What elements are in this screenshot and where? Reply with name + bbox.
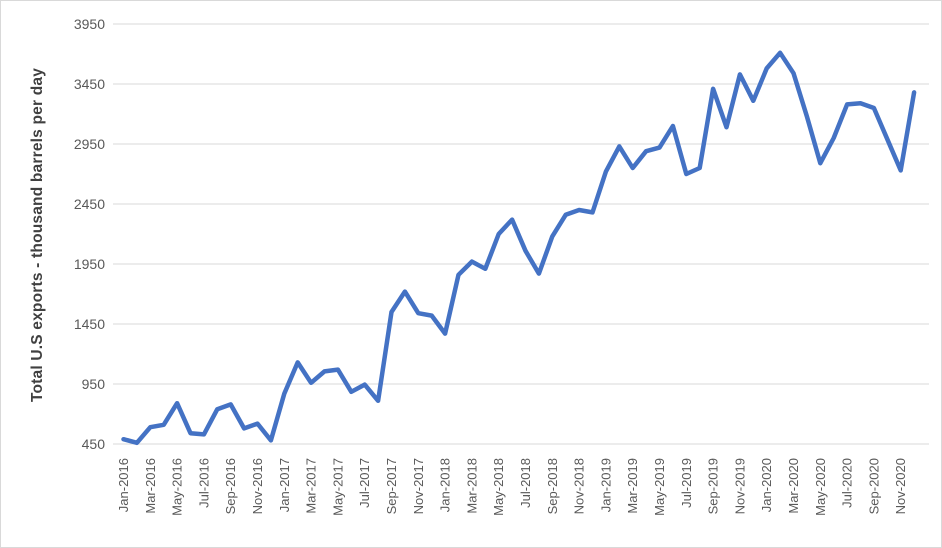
- y-tick-label: 2950: [74, 136, 105, 152]
- x-tick-label: Jan-2016: [116, 458, 131, 512]
- x-tick-label: Mar-2020: [786, 458, 801, 514]
- x-tick-label: Mar-2017: [304, 458, 319, 514]
- x-tick-label: Mar-2016: [143, 458, 158, 514]
- x-tick-label: Jul-2020: [840, 458, 855, 508]
- x-tick-label: May-2017: [330, 458, 345, 516]
- x-tick-label: May-2018: [491, 458, 506, 516]
- y-axis-title: Total U.S exports - thousand barrels per…: [29, 67, 46, 403]
- x-tick-label: Jul-2019: [679, 458, 694, 508]
- x-tick-label: May-2020: [813, 458, 828, 516]
- x-tick-label: Jul-2018: [518, 458, 533, 508]
- y-tick-label: 1950: [74, 256, 105, 272]
- x-tick-labels: Jan-2016 Mar-2016 May-2016 Jul-2016 Sep-2016…: [116, 458, 908, 516]
- y-tick-label: 2450: [74, 196, 105, 212]
- x-tick-label: Sep-2018: [545, 458, 560, 514]
- gridlines-group: [113, 23, 929, 445]
- y-tick-label: 1450: [74, 316, 105, 332]
- x-tick-label: Jan-2019: [598, 458, 613, 512]
- x-tick-label: Mar-2018: [464, 458, 479, 514]
- y-tick-labels: 450 950 1450 1950 2450 2950 3450 3950: [74, 16, 105, 452]
- x-tick-label: Nov-2017: [411, 458, 426, 514]
- x-tick-label: Sep-2020: [866, 458, 881, 514]
- x-tick-label: Sep-2017: [384, 458, 399, 514]
- x-tick-label: Sep-2019: [706, 458, 721, 514]
- x-tick-label: Jul-2016: [196, 458, 211, 508]
- y-tick-label: 3950: [74, 16, 105, 32]
- y-tick-label: 450: [82, 436, 106, 452]
- x-tick-label: Nov-2020: [893, 458, 908, 514]
- x-tick-label: Jan-2020: [759, 458, 774, 512]
- x-tick-label: Nov-2016: [250, 458, 265, 514]
- x-tick-label: Nov-2019: [732, 458, 747, 514]
- x-tick-label: Nov-2018: [572, 458, 587, 514]
- y-tick-label: 3450: [74, 76, 105, 92]
- x-tick-label: Mar-2019: [625, 458, 640, 514]
- x-tick-label: Jan-2017: [277, 458, 292, 512]
- x-tick-label: May-2019: [652, 458, 667, 516]
- x-tick-label: Sep-2016: [223, 458, 238, 514]
- x-tick-label: Jul-2017: [357, 458, 372, 508]
- y-tick-label: 950: [82, 376, 106, 392]
- data-series-line: [121, 50, 917, 446]
- x-tick-label: Jan-2018: [438, 458, 453, 512]
- x-tick-label: May-2016: [170, 458, 185, 516]
